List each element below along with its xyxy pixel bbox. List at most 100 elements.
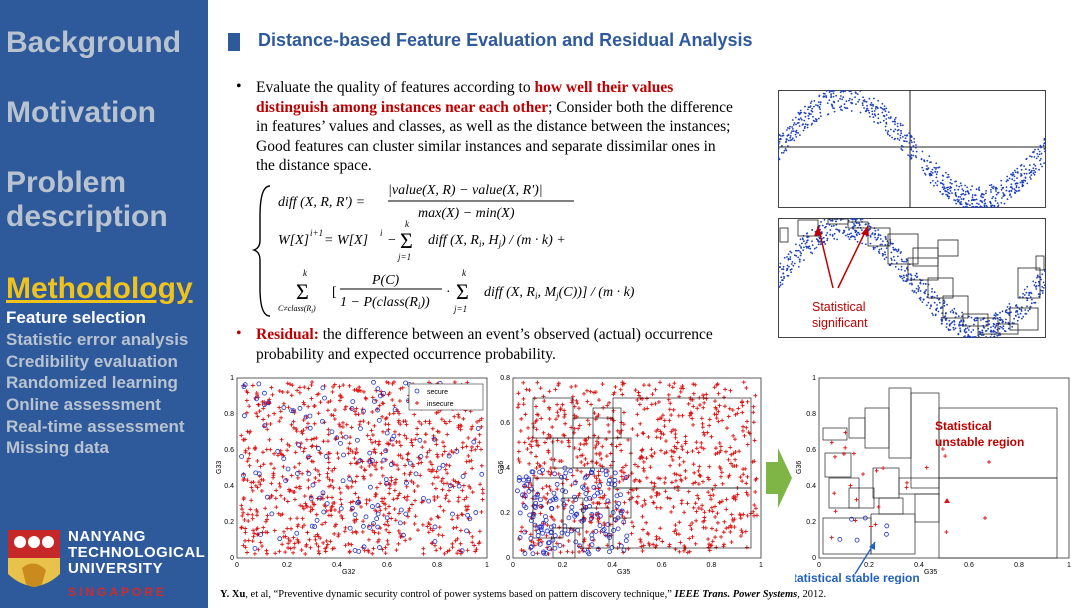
sine-point — [819, 243, 822, 245]
sine-point — [974, 336, 977, 338]
insecure-point — [586, 546, 591, 551]
sub-online-assessment[interactable]: Online assessment — [6, 395, 161, 414]
sine-point — [948, 319, 951, 322]
sine-point — [894, 123, 896, 126]
sine-point — [804, 123, 807, 126]
sine-point — [835, 220, 837, 223]
secure-point — [537, 541, 543, 547]
secure-point — [538, 503, 544, 509]
insecure-point — [259, 477, 264, 482]
insecure-point — [560, 402, 565, 407]
secure-point — [358, 426, 363, 431]
nav-problem-description[interactable]: Problem description — [6, 166, 168, 233]
insecure-point — [576, 426, 581, 431]
insecure-point — [582, 442, 587, 447]
sub-real-time-assessment[interactable]: Real-time assessment — [6, 417, 185, 436]
sine-point — [1000, 318, 1002, 321]
insecure-point — [680, 447, 685, 452]
sine-point — [1041, 165, 1043, 168]
insecure-point — [323, 520, 328, 525]
insecure-point — [673, 432, 678, 437]
secure-point — [371, 379, 376, 385]
nav-motivation[interactable]: Motivation — [6, 96, 156, 129]
secure-point — [239, 454, 244, 459]
insecure-point — [255, 392, 260, 397]
insecure-point — [445, 471, 450, 476]
sine-point — [797, 111, 800, 114]
insecure-point — [455, 551, 460, 556]
insecure-point — [694, 446, 699, 451]
sine-point — [830, 219, 832, 222]
insecure-point — [600, 382, 605, 387]
insecure-point — [247, 463, 252, 468]
insecure-point — [745, 442, 750, 447]
sine-point — [976, 206, 978, 208]
secure-point — [355, 500, 360, 506]
insecure-point — [320, 522, 325, 527]
sine-point — [910, 278, 913, 280]
secure-point — [401, 532, 406, 538]
rule-box — [582, 507, 610, 549]
sine-point — [865, 223, 867, 225]
sine-point — [908, 132, 911, 134]
sine-point — [846, 107, 849, 110]
nav-background[interactable]: Background — [6, 26, 182, 59]
insecure-point — [328, 508, 333, 513]
sine-point — [804, 242, 807, 245]
secure-point — [456, 483, 462, 489]
insecure-point — [629, 471, 634, 476]
annotation-arrowhead-2 — [861, 226, 869, 236]
sine-point — [818, 106, 821, 108]
sine-point — [791, 126, 793, 128]
sine-point — [1008, 303, 1011, 305]
insecure-point — [597, 398, 602, 403]
insecure-point — [426, 521, 431, 526]
insecure-point — [707, 423, 712, 428]
nav-methodology[interactable]: Methodology — [6, 272, 193, 305]
secure-point — [595, 546, 601, 552]
y-tick-label: 0.6 — [806, 447, 816, 454]
sub-credibility-evaluation[interactable]: Credibility evaluation — [6, 352, 178, 371]
secure-point — [285, 466, 291, 472]
insecure-point — [558, 550, 563, 555]
sine-point — [985, 320, 987, 323]
insecure-point — [291, 535, 296, 540]
sine-point — [1012, 173, 1015, 176]
sine-point — [794, 133, 797, 136]
sine-point — [1019, 164, 1022, 167]
sub-statistic-error-analysis[interactable]: Statistic error analysis — [6, 330, 189, 349]
insecure-point — [832, 491, 837, 496]
sine-point — [994, 327, 996, 329]
insecure-point — [386, 442, 391, 447]
sine-point — [800, 247, 803, 249]
sine-point — [1013, 317, 1015, 320]
insecure-point — [520, 501, 525, 506]
insecure-point — [386, 380, 391, 385]
secure-point — [557, 543, 563, 548]
sub-randomized-learning[interactable]: Randomized learning — [6, 373, 178, 392]
insecure-point — [566, 538, 571, 543]
secure-point — [591, 484, 597, 490]
insecure-point — [662, 451, 667, 456]
insecure-point — [599, 456, 604, 461]
insecure-point — [265, 513, 270, 518]
sine-point — [960, 203, 963, 205]
sine-point — [964, 184, 966, 187]
insecure-point — [445, 432, 450, 437]
insecure-point — [332, 546, 337, 551]
secure-point — [593, 529, 599, 534]
insecure-point — [442, 444, 447, 449]
sine-point — [837, 229, 840, 232]
sub-feature-selection[interactable]: Feature selection — [6, 308, 146, 327]
sub-missing-data[interactable]: Missing data — [6, 438, 109, 457]
insecure-point — [325, 408, 330, 413]
sine-point — [884, 125, 887, 128]
insecure-point — [412, 521, 417, 526]
insecure-point — [582, 462, 587, 467]
insecure-point — [737, 512, 742, 517]
insecure-point — [366, 537, 371, 542]
sine-point — [1042, 287, 1045, 289]
sine-point — [859, 90, 862, 92]
insecure-point — [390, 397, 395, 402]
sine-point — [877, 113, 880, 116]
